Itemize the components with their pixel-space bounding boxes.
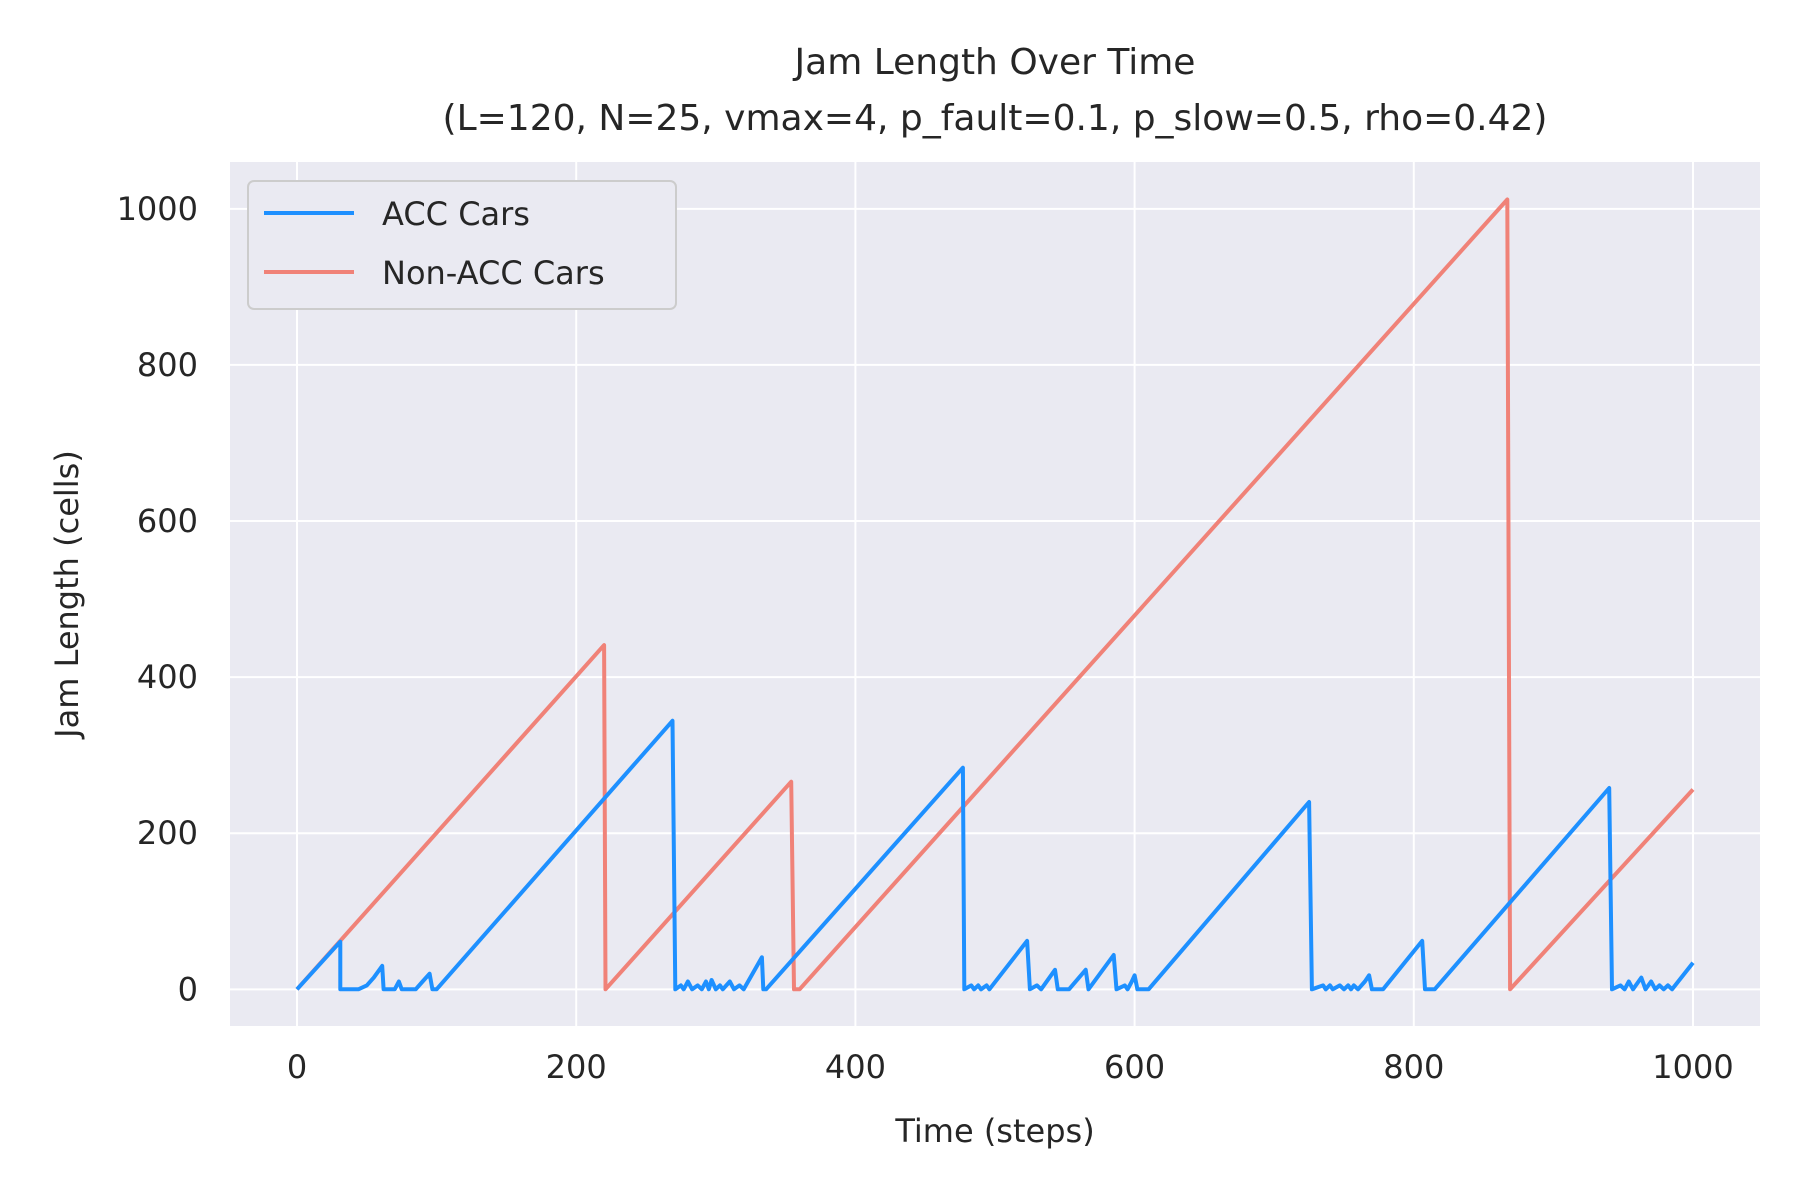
legend: ACC Cars Non-ACC Cars — [247, 180, 677, 310]
x-tick-labels: 0 200 400 600 800 1000 — [287, 1048, 1734, 1086]
chart-title: Jam Length Over Time — [793, 42, 1196, 83]
grid-lines — [230, 162, 1760, 1026]
x-tick-label: 400 — [825, 1048, 886, 1086]
x-tick-label: 200 — [546, 1048, 607, 1086]
y-tick-labels: 0 200 400 600 800 1000 — [117, 190, 198, 1008]
y-tick-label: 600 — [137, 502, 198, 540]
x-axis-label: Time (steps) — [894, 1112, 1094, 1150]
series-line-non-acc — [295, 197, 1695, 992]
x-tick-label: 800 — [1383, 1048, 1444, 1086]
y-tick-label: 800 — [137, 346, 198, 384]
x-tick-label: 1000 — [1652, 1048, 1733, 1086]
x-tick-label: 600 — [1104, 1048, 1165, 1086]
legend-label-non-acc: Non-ACC Cars — [382, 254, 605, 292]
x-tick-label: 0 — [287, 1048, 307, 1086]
data-lines — [295, 197, 1695, 992]
y-axis-label: Jam Length (cells) — [48, 450, 86, 740]
legend-label-acc: ACC Cars — [382, 195, 530, 233]
y-tick-label: 1000 — [117, 190, 198, 228]
y-tick-label: 200 — [137, 814, 198, 852]
legend-box — [247, 180, 677, 310]
series-line-acc — [295, 718, 1695, 992]
chart-subtitle: (L=120, N=25, vmax=4, p_fault=0.1, p_slo… — [443, 98, 1548, 139]
y-tick-label: 400 — [137, 658, 198, 696]
y-tick-label: 0 — [178, 970, 198, 1008]
